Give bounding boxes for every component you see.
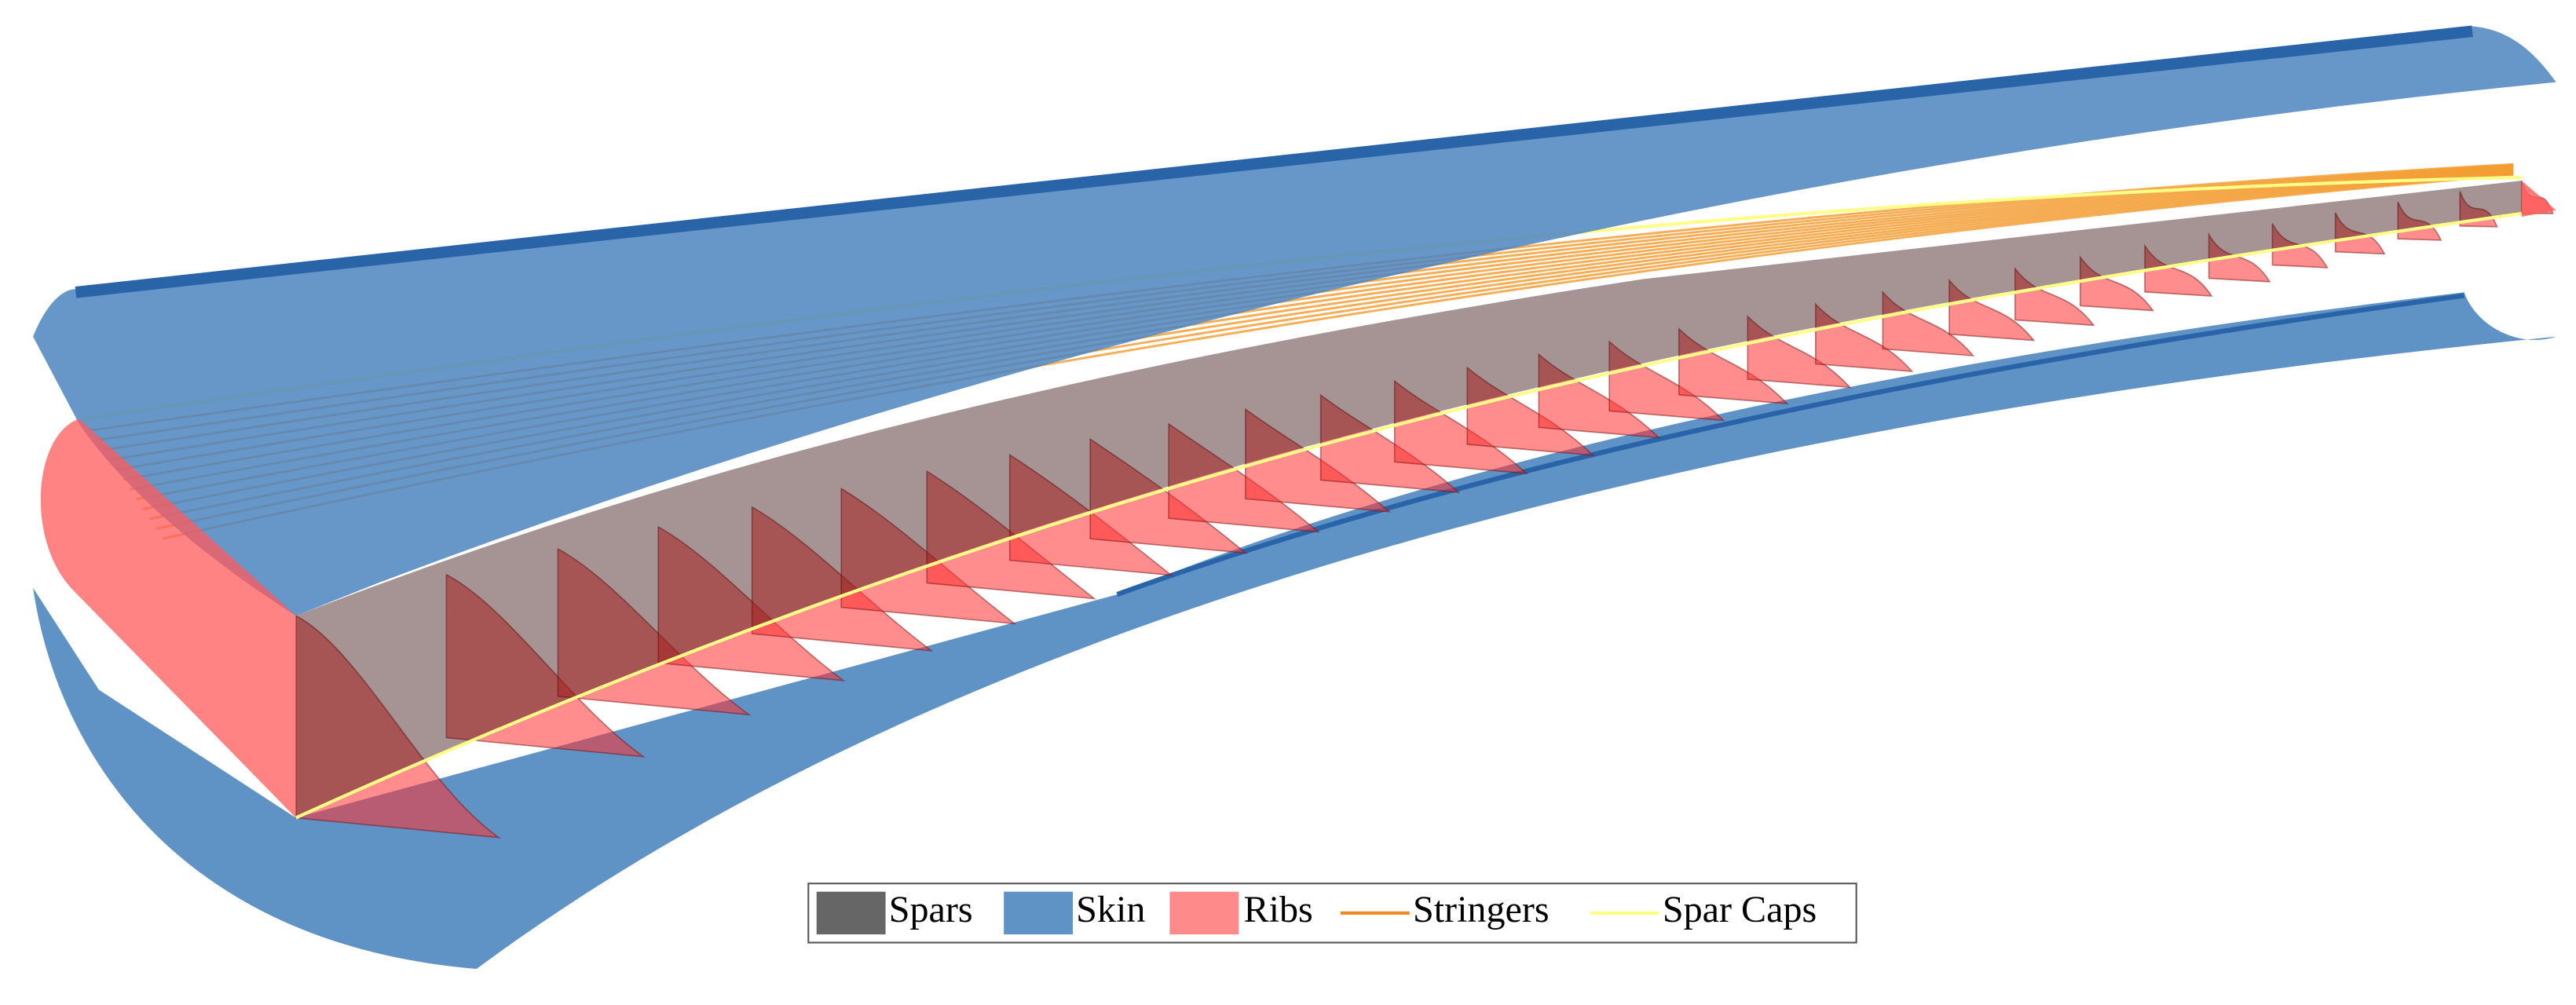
legend-swatch [1004, 891, 1074, 935]
legend-label: Ribs [1244, 889, 1313, 930]
lower-skin-edge [1116, 293, 2464, 598]
upper-skin-edge [75, 25, 2473, 298]
legend-label: Skin [1076, 889, 1145, 930]
rib [1538, 353, 1661, 439]
rib [2079, 254, 2154, 312]
rib [2144, 243, 2213, 297]
leading-edge-rib [40, 418, 296, 818]
rib [1747, 314, 1852, 389]
legend-swatch [1169, 891, 1239, 935]
rib [1948, 278, 2036, 342]
tip-rib [2521, 181, 2556, 217]
legend-label: Spar Caps [1663, 889, 1817, 930]
legend: Spars Skin Ribs Stringers Spar Caps [807, 883, 1857, 944]
spar-cap [295, 211, 2523, 820]
rib [1678, 327, 1789, 405]
ribs [295, 180, 2554, 839]
rib [1608, 340, 1725, 422]
legend-box [807, 883, 1857, 944]
rib [295, 614, 502, 839]
rib [2208, 232, 2271, 283]
spar-box [295, 181, 2522, 818]
legend-label: Stringers [1413, 889, 1550, 930]
rib [2334, 212, 2386, 255]
legend-label: Spars [889, 889, 973, 930]
rib [1466, 366, 1595, 456]
rib [1814, 302, 1914, 372]
rib [2014, 266, 2095, 327]
rib [1882, 290, 1975, 357]
legend-swatch [816, 891, 886, 935]
rib [445, 573, 646, 758]
lower-skin [33, 292, 2556, 969]
upper-skin [33, 26, 2556, 616]
